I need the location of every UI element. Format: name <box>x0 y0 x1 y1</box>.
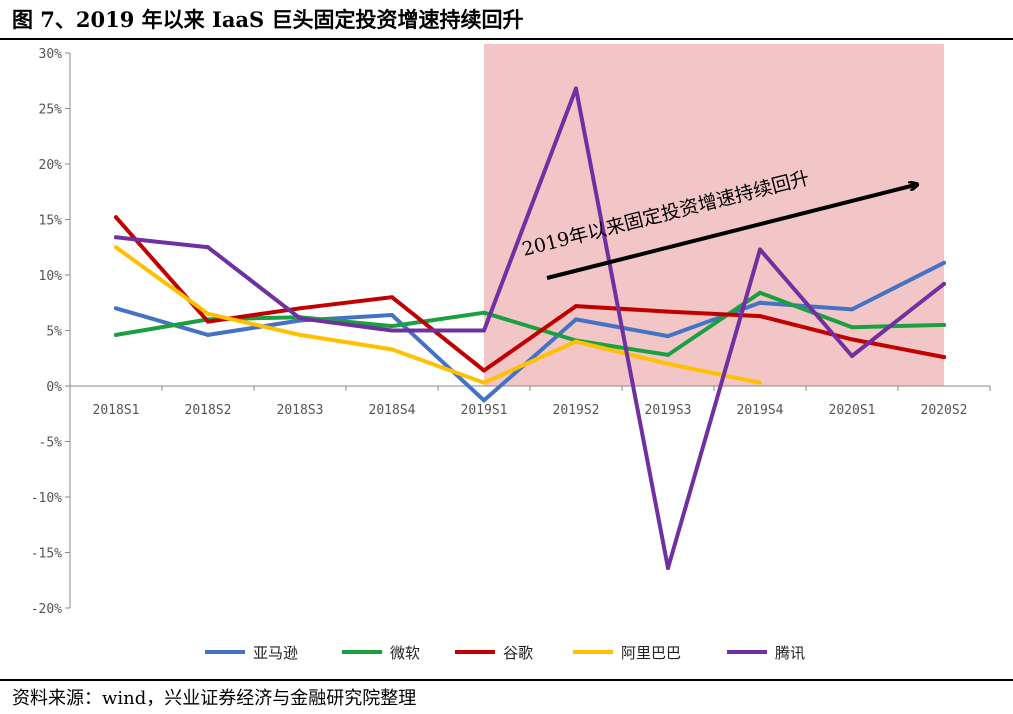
series-point-2 <box>574 304 578 309</box>
series-point-0 <box>574 317 578 322</box>
series-line-2 <box>114 215 946 373</box>
series-point-1 <box>666 352 670 357</box>
series-line-4 <box>114 86 946 570</box>
y-tick-label: 5% <box>46 325 62 340</box>
x-tick-label: 2019S4 <box>737 403 784 418</box>
series-point-2 <box>850 337 854 342</box>
legend-label-3: 阿里巴巴 <box>621 644 681 662</box>
y-tick-label: 30% <box>39 47 63 62</box>
series-point-0 <box>942 260 946 265</box>
series-point-3 <box>666 361 670 366</box>
legend-label-4: 腾讯 <box>775 644 805 662</box>
line-chart: 30% 25% 20% 15% 10% 5% 0% -5% -10% -15% -20% 2018S1… <box>31 44 991 662</box>
x-tick-label: 2018S1 <box>93 403 140 418</box>
series-point-4 <box>298 316 302 321</box>
series-point-2 <box>482 368 486 373</box>
series-point-2 <box>114 215 118 220</box>
trend-arrow <box>546 185 915 280</box>
series-point-0 <box>482 398 486 403</box>
x-tick-label: 2018S2 <box>185 403 232 418</box>
series-line-0 <box>114 260 946 403</box>
series-line-1 <box>114 290 946 357</box>
y-tick-label: 20% <box>39 158 63 173</box>
series-point-1 <box>850 325 854 330</box>
series-point-0 <box>114 306 118 311</box>
source-note: 资料来源：wind，兴业证券经济与金融研究院整理 <box>12 688 417 709</box>
series-point-1 <box>114 332 118 337</box>
y-tick-label: -5% <box>39 436 63 451</box>
series-point-3 <box>390 347 394 352</box>
series-point-4 <box>942 281 946 286</box>
series-point-1 <box>758 290 762 295</box>
series-point-2 <box>206 319 210 324</box>
y-tick-label: 0% <box>46 380 62 395</box>
series-point-0 <box>758 300 762 305</box>
x-tick-label: 2020S1 <box>829 403 876 418</box>
highlight-region <box>484 44 944 386</box>
y-tick-label: 25% <box>39 103 63 118</box>
series-point-4 <box>114 235 118 240</box>
series-point-4 <box>666 566 670 571</box>
series-point-2 <box>666 309 670 314</box>
title-divider <box>0 38 1013 40</box>
series-point-3 <box>114 245 118 250</box>
series-point-2 <box>942 355 946 360</box>
series-point-1 <box>942 322 946 327</box>
series-point-3 <box>574 339 578 344</box>
legend-label-1: 微软 <box>390 644 420 662</box>
series-point-4 <box>574 86 578 91</box>
x-tick-label: 2019S3 <box>645 403 692 418</box>
series-point-4 <box>482 328 486 333</box>
series-point-3 <box>482 380 486 385</box>
y-tick-label: -15% <box>31 547 62 562</box>
series-point-0 <box>206 332 210 337</box>
series-point-1 <box>390 324 394 329</box>
chart-title: 图 7、2019 年以来 IaaS 巨头固定投资增速持续回升 <box>12 7 524 32</box>
source-divider <box>0 679 1013 681</box>
series-point-3 <box>298 332 302 337</box>
y-tick-label: -20% <box>31 602 62 617</box>
x-tick-label: 2018S4 <box>369 403 416 418</box>
y-tick-label: -10% <box>31 491 62 506</box>
series-point-0 <box>390 312 394 317</box>
series-point-2 <box>758 314 762 319</box>
series-point-4 <box>850 354 854 359</box>
series-line-3 <box>114 245 762 385</box>
x-tick-label: 2020S2 <box>921 403 968 418</box>
series-point-0 <box>850 307 854 312</box>
x-tick-label: 2019S1 <box>461 403 508 418</box>
y-tick-label: 15% <box>39 214 63 229</box>
series-point-4 <box>390 328 394 333</box>
series-point-3 <box>206 311 210 316</box>
series-point-2 <box>390 295 394 300</box>
legend-label-0: 亚马逊 <box>253 644 298 662</box>
x-tick-label: 2018S3 <box>277 403 324 418</box>
series-point-3 <box>758 380 762 385</box>
legend-label-2: 谷歌 <box>503 644 533 662</box>
series-point-4 <box>758 247 762 252</box>
y-tick-label: 10% <box>39 269 63 284</box>
x-tick-label: 2019S2 <box>553 403 600 418</box>
series-point-2 <box>298 306 302 311</box>
series-point-1 <box>482 310 486 315</box>
series-point-4 <box>206 245 210 250</box>
series-point-0 <box>666 334 670 339</box>
